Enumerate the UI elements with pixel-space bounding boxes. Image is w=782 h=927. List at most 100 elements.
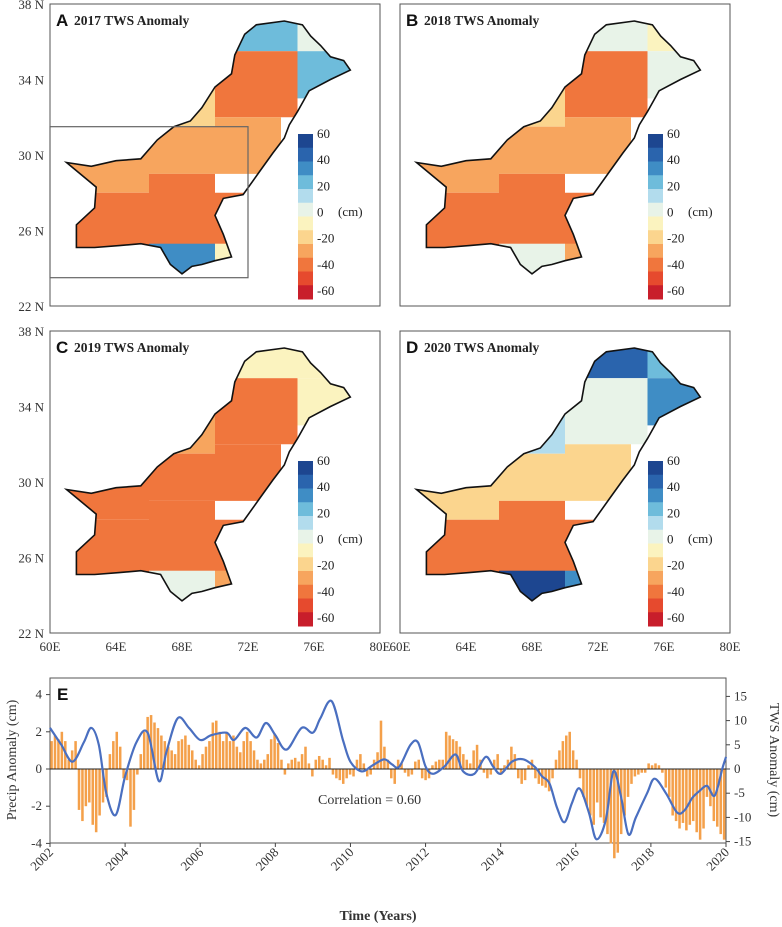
colorbar-tick: -20 bbox=[667, 558, 684, 573]
precip-bar bbox=[571, 750, 575, 769]
precip-bar bbox=[153, 722, 156, 769]
colorbar-segment bbox=[648, 584, 663, 599]
y-right-tick-label: 5 bbox=[734, 737, 741, 752]
colorbar-tick: 60 bbox=[317, 453, 330, 468]
precip-bar bbox=[575, 759, 578, 769]
colorbar-segment bbox=[648, 516, 663, 531]
colorbar-segment bbox=[648, 202, 663, 217]
precip-bar bbox=[170, 750, 173, 769]
precip-bar bbox=[681, 769, 685, 823]
precip-bar bbox=[709, 769, 712, 807]
precip-bar bbox=[156, 728, 160, 769]
precip-bar bbox=[592, 769, 595, 825]
precip-bar bbox=[311, 769, 314, 777]
lat-tick: 34 N bbox=[18, 73, 44, 88]
precip-bar bbox=[328, 757, 331, 769]
precip-bar bbox=[74, 741, 77, 769]
x-tick-label: 2016 bbox=[553, 844, 582, 873]
precip-bar bbox=[321, 759, 324, 769]
colorbar-tick: -60 bbox=[317, 610, 334, 625]
precip-bar bbox=[496, 754, 499, 769]
colorbar-segment bbox=[298, 488, 313, 503]
lat-tick: 30 N bbox=[18, 148, 44, 163]
colorbar-segment bbox=[648, 529, 663, 544]
precip-bar bbox=[263, 759, 266, 769]
tws-line bbox=[49, 699, 728, 841]
lon-tick: 80E bbox=[720, 639, 741, 654]
x-axis-label: Time (Years) bbox=[339, 909, 416, 924]
precip-bar bbox=[67, 759, 70, 769]
precip-bar bbox=[218, 731, 221, 769]
colorbar-segment bbox=[298, 175, 313, 190]
colorbar-tick: 40 bbox=[667, 479, 680, 494]
precip-bar bbox=[57, 739, 60, 769]
precip-bar bbox=[366, 769, 369, 777]
map-panel-d: D 2020 TWS Anomaly 60 40 20 0 -20 -40 -60 (cm) 60E… bbox=[390, 330, 741, 654]
y-left-tick-label: -2 bbox=[31, 798, 42, 813]
y-right-tick-label: 0 bbox=[734, 761, 741, 776]
lon-tick: 68E bbox=[522, 639, 543, 654]
precip-bar bbox=[331, 769, 335, 775]
colorbar-segment bbox=[298, 571, 313, 586]
precip-bar bbox=[173, 754, 177, 769]
precip-bar bbox=[283, 769, 287, 775]
map-panel-b: B 2018 TWS Anomaly 60 40 20 0 -20 -40 -60 (cm) bbox=[399, 3, 731, 307]
precip-bar bbox=[468, 763, 472, 769]
precip-bar bbox=[115, 731, 119, 769]
colorbar-tick: -40 bbox=[667, 584, 684, 599]
precip-bar bbox=[640, 769, 644, 773]
precip-bar bbox=[352, 769, 355, 777]
precip-bar bbox=[393, 769, 396, 784]
precip-bar bbox=[667, 769, 671, 797]
colorbar-tick: 40 bbox=[317, 479, 330, 494]
precip-bar bbox=[595, 769, 599, 803]
y-left-tick-label: -4 bbox=[31, 835, 42, 850]
precip-bar bbox=[671, 769, 674, 816]
precip-bar bbox=[630, 769, 633, 784]
precip-bar bbox=[565, 735, 568, 769]
colorbar-segment bbox=[298, 189, 313, 204]
precip-bar bbox=[520, 769, 523, 784]
precip-bar bbox=[599, 769, 602, 818]
colorbar-segment bbox=[298, 161, 313, 176]
colorbar-segment bbox=[298, 202, 313, 217]
precip-bar bbox=[221, 741, 225, 769]
precip-bar bbox=[211, 722, 215, 769]
colorbar-tick: 40 bbox=[317, 152, 330, 167]
precip-bar bbox=[688, 769, 692, 825]
precip-bar bbox=[276, 742, 280, 769]
colorbar-tick: -40 bbox=[317, 257, 334, 272]
precip-bar bbox=[716, 769, 719, 827]
colorbar-segment bbox=[298, 244, 313, 259]
lat-tick: 34 N bbox=[18, 400, 44, 415]
precip-bar bbox=[245, 731, 249, 769]
precip-bar bbox=[215, 720, 218, 769]
colorbar-segment bbox=[298, 271, 313, 286]
colorbar-segment bbox=[298, 529, 313, 544]
precip-bar bbox=[266, 754, 270, 769]
lon-tick: 64E bbox=[106, 639, 127, 654]
lat-tick: 38 N bbox=[18, 0, 44, 12]
panel-title: 2019 TWS Anomaly bbox=[74, 340, 190, 355]
precip-bar bbox=[678, 769, 681, 829]
precip-bar bbox=[91, 769, 95, 825]
precip-bar bbox=[53, 735, 57, 769]
colorbar-segment bbox=[648, 244, 663, 259]
colorbar-segment bbox=[648, 502, 663, 517]
precip-bar bbox=[379, 720, 383, 769]
precip-bar bbox=[414, 761, 417, 769]
panel-letter: D bbox=[406, 338, 418, 357]
precip-bar bbox=[441, 759, 445, 769]
precip-bar bbox=[142, 731, 146, 769]
precip-bar bbox=[613, 769, 616, 859]
lat-tick: 26 N bbox=[18, 551, 44, 566]
colorbar-units: (cm) bbox=[338, 531, 363, 546]
colorbar-segment bbox=[298, 557, 313, 572]
colorbar-segment bbox=[648, 175, 663, 190]
lon-tick: 60E bbox=[390, 639, 411, 654]
colorbar: 60 40 20 0 -20 -40 -60 (cm) bbox=[298, 453, 363, 627]
precip-bar bbox=[84, 769, 88, 807]
precip-bar bbox=[657, 765, 661, 769]
y-right-tick-label: 10 bbox=[734, 713, 747, 728]
colorbar: 60 40 20 0 -20 -40 -60 (cm) bbox=[648, 126, 713, 300]
